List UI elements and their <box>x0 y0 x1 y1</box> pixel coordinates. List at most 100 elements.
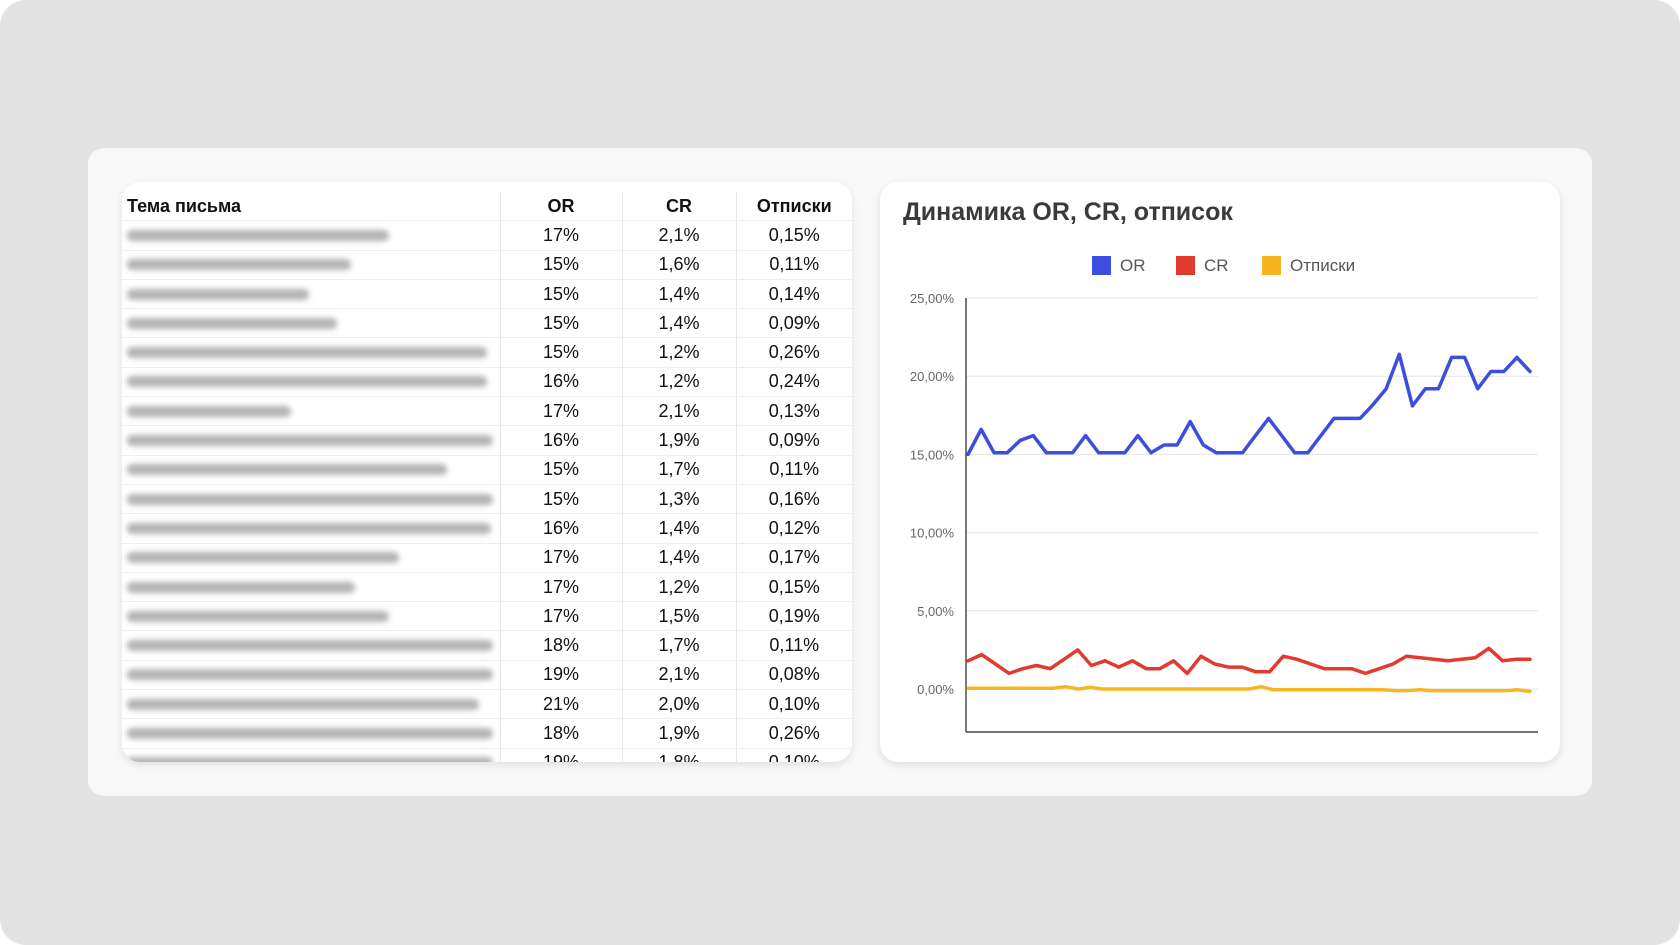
cell-cr: 2,1% <box>622 660 737 691</box>
cell-topic-blurred <box>122 308 501 339</box>
cell-cr: 1,7% <box>622 630 737 661</box>
y-tick-label: 10,00% <box>910 526 955 541</box>
cell-cr: 1,2% <box>622 367 737 398</box>
cell-topic-blurred <box>122 425 501 456</box>
cell-or: 19% <box>500 660 623 691</box>
cell-cr: 1,2% <box>622 337 737 368</box>
line-chart: 0,00% 5,00% 10,00% 15,00% 20,00% 25,00% OR CR От… <box>910 256 1538 733</box>
blurred-text <box>127 347 487 359</box>
cell-unsubscribes: 0,14% <box>736 279 852 310</box>
table-row: 19%1,8%0,10% <box>122 748 852 762</box>
cell-topic-blurred <box>122 279 501 310</box>
table-row: 15% 1,3% 0,16% <box>122 484 852 515</box>
blurred-text <box>127 552 399 564</box>
cell-topic-blurred <box>122 660 501 691</box>
y-tick-label: 0,00% <box>917 682 954 697</box>
cell-topic-blurred <box>122 572 501 603</box>
series-line-or <box>966 352 1532 457</box>
table-row: 19% 2,1% 0,08% <box>122 660 852 691</box>
cell-unsubscribes: 0,09% <box>736 425 852 456</box>
cell-cr: 1,9% <box>622 718 737 749</box>
blurred-text <box>127 610 389 622</box>
cell-unsubscribes: 0,17% <box>736 543 852 573</box>
cell-cr: 2,1% <box>622 396 737 427</box>
cell-or: 17% <box>500 601 623 632</box>
cell-topic-blurred <box>122 543 501 573</box>
table-row: 15% 1,2% 0,26% <box>122 337 852 368</box>
table-row: 21% 2,0% 0,10% <box>122 689 852 720</box>
cell-cr: 1,2% <box>622 572 737 603</box>
table-row: 16% 1,9% 0,09% <box>122 425 852 456</box>
cell-cr: 1,4% <box>622 308 737 339</box>
cell-or: 18% <box>500 630 623 661</box>
table-row: 17% 1,4% 0,17% <box>122 543 852 573</box>
cell-cr: 1,7% <box>622 455 737 485</box>
chart-title: Динамика OR, CR, отписок <box>903 198 1233 226</box>
cell-unsubscribes: 0,15% <box>736 572 852 603</box>
cell-unsubscribes: 0,11% <box>736 630 852 661</box>
cell-topic-blurred <box>122 455 501 485</box>
y-tick-label: 15,00% <box>910 447 955 462</box>
table-row: 17% 2,1% 0,13% <box>122 396 852 427</box>
content-card: Тема письма OR CR Отписки 17% 2,1% 0,15% 15… <box>88 148 1592 796</box>
cell-cr: 1,4% <box>622 513 737 544</box>
cell-or: 17% <box>500 543 623 573</box>
table-row: 18% 1,7% 0,11% <box>122 630 852 661</box>
legend-label: Отписки <box>1290 256 1355 275</box>
chart-panel: Динамика OR, CR, отписок 0,00% 5,00% 10,00… <box>880 182 1560 762</box>
cell-cr: 1,4% <box>622 279 737 310</box>
table-row: 15% 1,4% 0,09% <box>122 308 852 339</box>
cell-or: 15% <box>500 484 623 515</box>
cell-or: 15% <box>500 337 623 368</box>
cell-cr: 2,0% <box>622 689 737 720</box>
series-line-cr <box>966 646 1532 676</box>
cell-or: 17% <box>500 572 623 603</box>
cell-unsubscribes: 0,11% <box>736 250 852 280</box>
cell-unsubscribes: 0,19% <box>736 601 852 632</box>
blurred-text <box>127 669 493 681</box>
table-row: 15% 1,4% 0,14% <box>122 279 852 310</box>
blurred-text <box>127 698 479 710</box>
table-row: 18% 1,9% 0,26% <box>122 718 852 749</box>
blurred-text <box>127 317 337 329</box>
cell-topic-blurred <box>122 630 501 661</box>
cell-unsubscribes: 0,13% <box>736 396 852 427</box>
blurred-text <box>127 522 491 534</box>
cell-unsubscribes: 0,24% <box>736 367 852 398</box>
cell-or: 19% <box>500 748 623 762</box>
blurred-text <box>127 376 487 388</box>
cell-or: 16% <box>500 367 623 398</box>
table-row: 15% 1,7% 0,11% <box>122 455 852 485</box>
header-unsubscribes: Отписки <box>736 192 852 222</box>
cell-unsubscribes: 0,08% <box>736 660 852 691</box>
cell-or: 15% <box>500 455 623 485</box>
y-tick-label: 20,00% <box>910 369 955 384</box>
header-cr: CR <box>622 192 737 222</box>
y-tick-label: 25,00% <box>910 291 955 306</box>
y-tick-label: 5,00% <box>917 604 954 619</box>
header-topic: Тема письма <box>122 192 501 222</box>
cell-unsubscribes: 0,10% <box>736 689 852 720</box>
cell-topic-blurred <box>122 689 501 720</box>
cell-topic-blurred <box>122 250 501 280</box>
blurred-text <box>127 640 493 652</box>
cell-or: 15% <box>500 308 623 339</box>
cell-or: 18% <box>500 718 623 749</box>
blurred-text <box>127 493 493 505</box>
legend-label: CR <box>1204 256 1229 275</box>
legend-label: OR <box>1120 256 1146 275</box>
cell-unsubscribes: 0,11% <box>736 455 852 485</box>
legend-swatch-cr <box>1176 256 1195 275</box>
cell-or: 16% <box>500 425 623 456</box>
cell-topic-blurred <box>122 748 501 762</box>
cell-unsubscribes: 0,16% <box>736 484 852 515</box>
blurred-text <box>127 259 351 271</box>
cell-or: 15% <box>500 279 623 310</box>
cell-topic-blurred <box>122 337 501 368</box>
cell-topic-blurred <box>122 396 501 427</box>
cell-unsubscribes: 0,12% <box>736 513 852 544</box>
cell-topic-blurred <box>122 601 501 632</box>
metrics-table: Тема письма OR CR Отписки 17% 2,1% 0,15% 15… <box>122 192 852 762</box>
blurred-text <box>127 464 447 476</box>
cell-unsubscribes: 0,26% <box>736 337 852 368</box>
